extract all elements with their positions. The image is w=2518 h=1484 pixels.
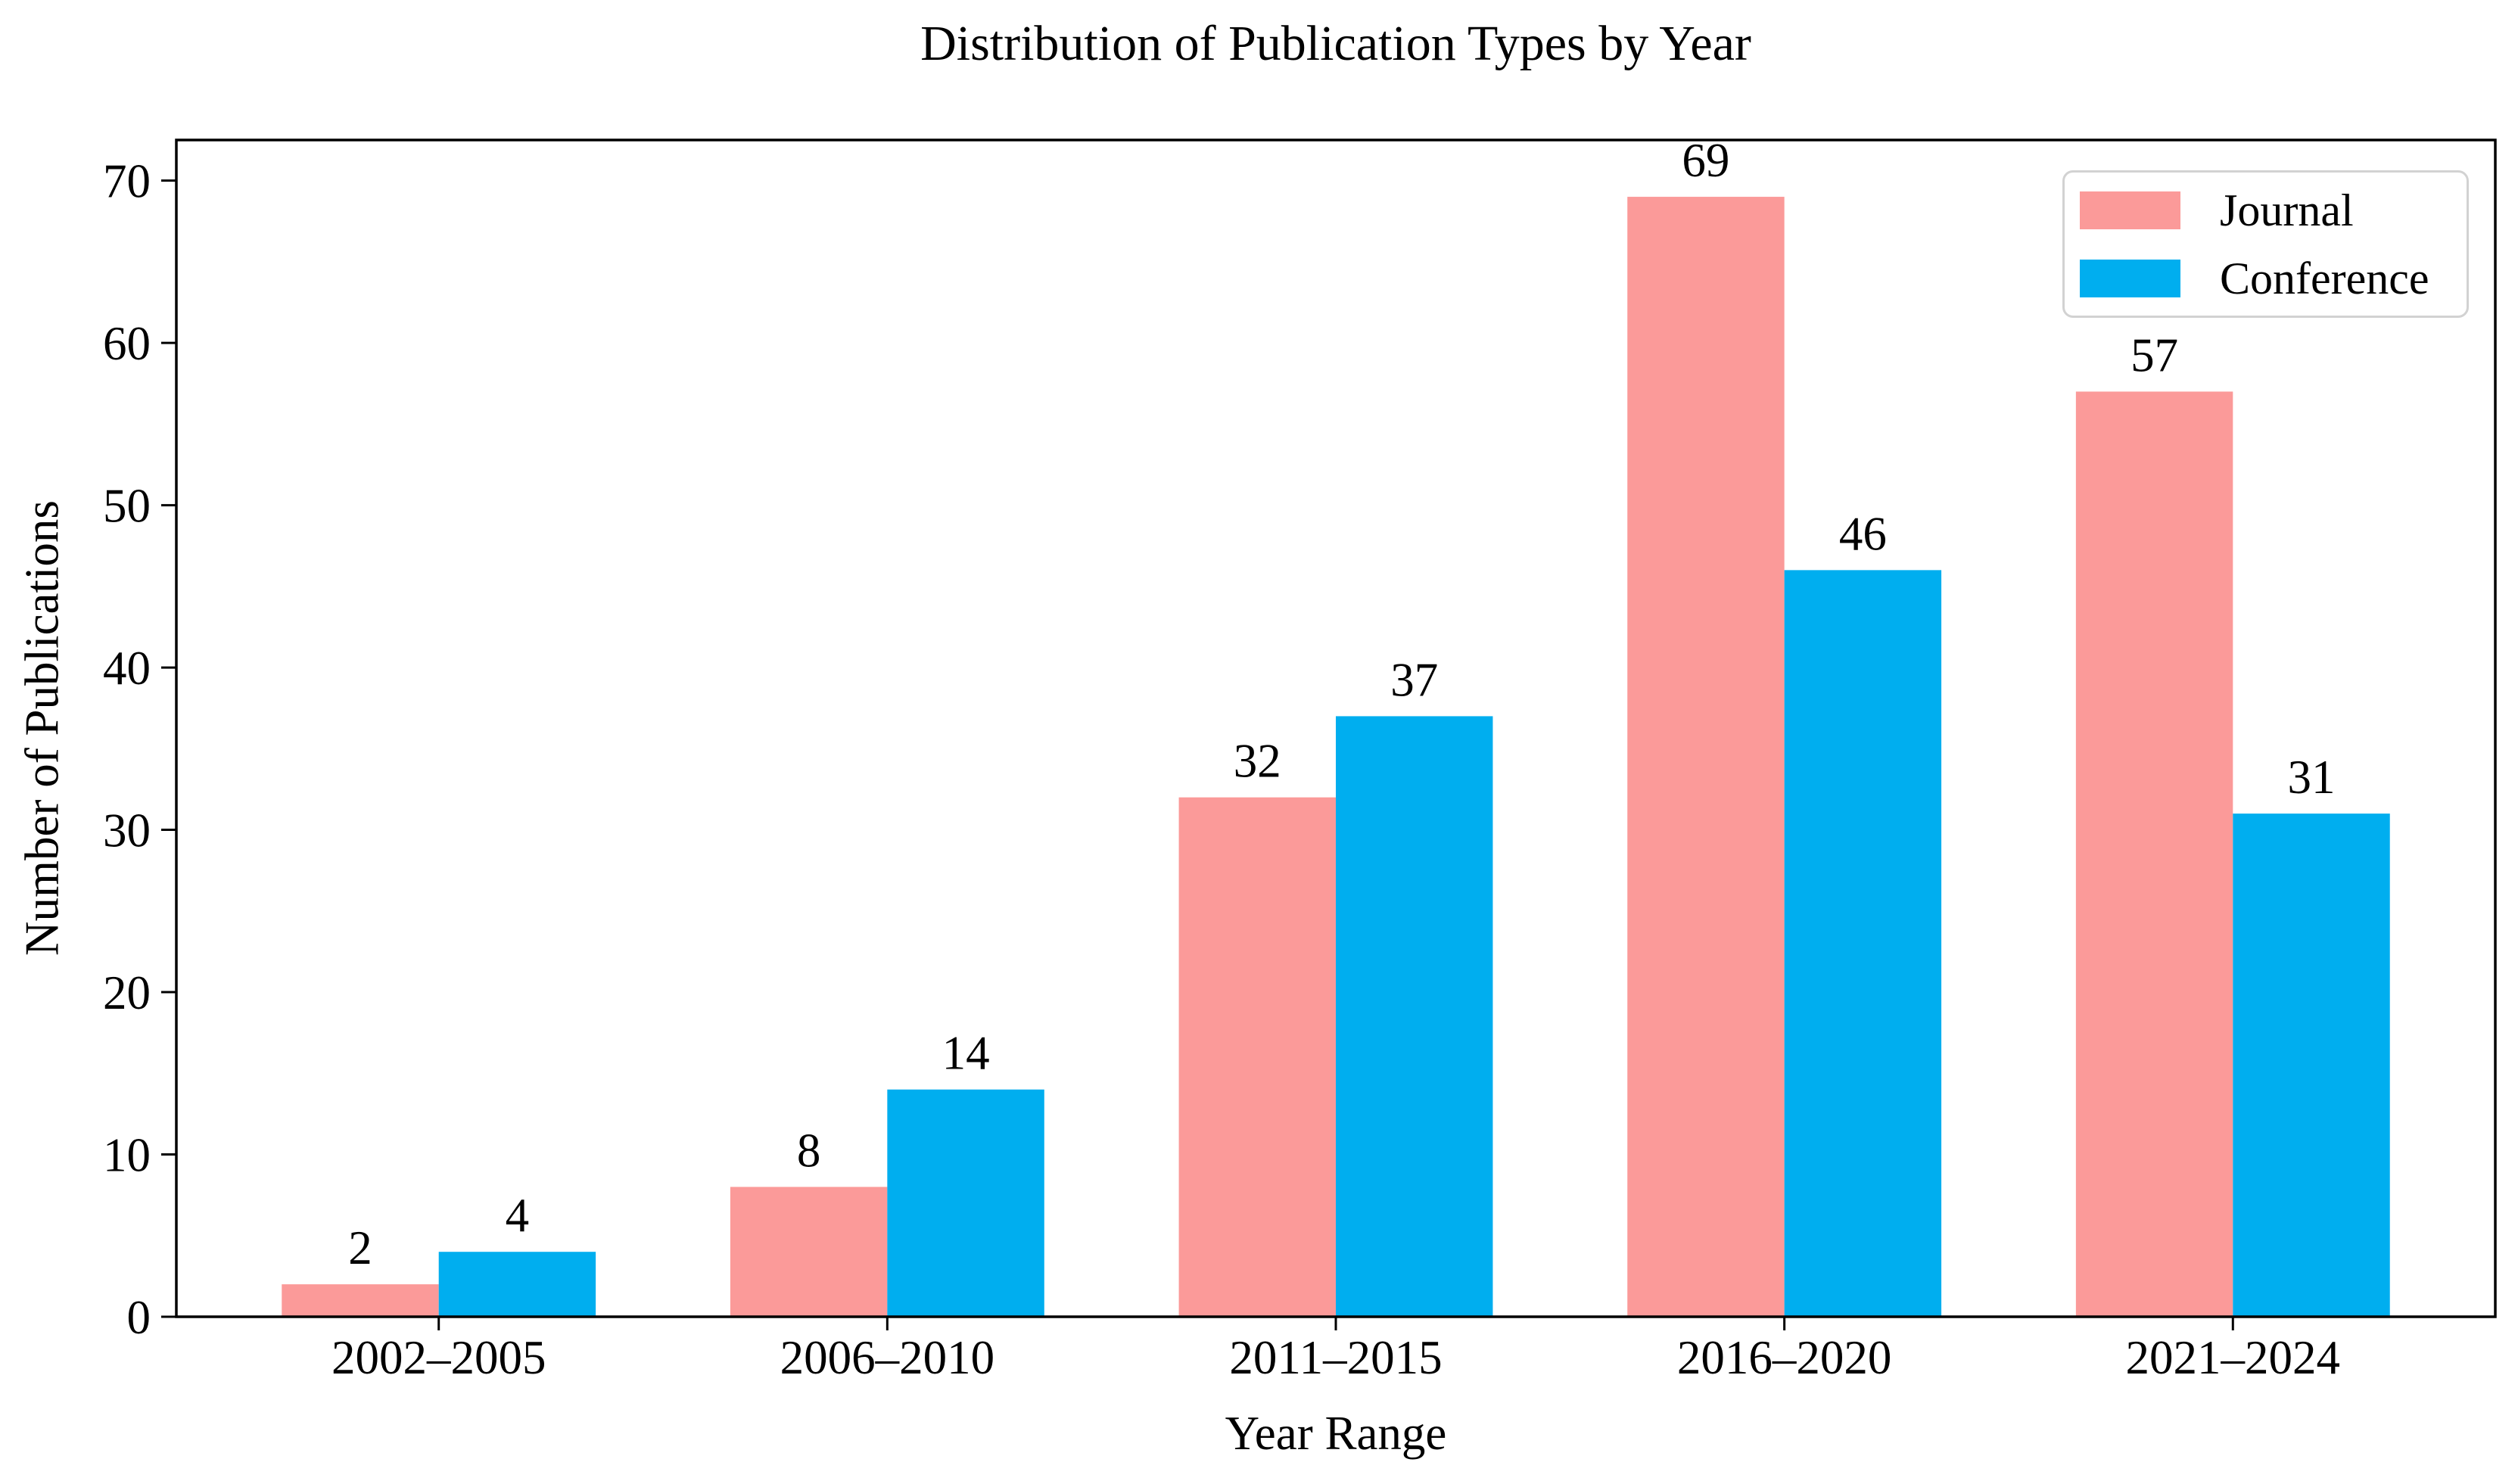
bar-journal-4 — [1627, 197, 1785, 1317]
bar-value-label: 4 — [506, 1189, 530, 1242]
journal-color-swatch — [2080, 191, 2180, 229]
bar-journal-2 — [730, 1187, 888, 1317]
plot-frame — [175, 138, 2497, 1318]
bar-conference-4 — [1784, 570, 1942, 1317]
x-axis-tick-label: 2011–2015 — [1229, 1331, 1442, 1384]
bar-journal-5 — [2075, 391, 2233, 1318]
bar-value-label: 31 — [2288, 751, 2336, 804]
x-axis-tick-label: 2016–2020 — [1677, 1331, 1892, 1384]
bar-value-label: 37 — [1390, 653, 1438, 706]
bar-conference-2 — [887, 1089, 1044, 1317]
bar-value-label: 8 — [797, 1124, 821, 1177]
bar-journal-1 — [282, 1284, 439, 1317]
bar-journal-3 — [1178, 797, 1336, 1317]
y-axis-tick-label: 40 — [103, 642, 151, 695]
y-axis-tick-label: 0 — [127, 1291, 151, 1344]
legend-label-journal: Journal — [2220, 185, 2354, 235]
conference-color-swatch — [2080, 259, 2180, 297]
y-axis-title: Number of Publications — [15, 500, 69, 956]
bar-conference-1 — [438, 1252, 596, 1317]
x-axis-title: Year Range — [1225, 1407, 1447, 1460]
y-axis-tick-label: 10 — [103, 1129, 151, 1182]
legend-label-conference: Conference — [2220, 253, 2429, 303]
bar-conference-5 — [2233, 814, 2390, 1317]
legend: Journal Conference — [2062, 170, 2469, 318]
bar-value-label: 69 — [1682, 134, 1729, 187]
y-axis-tick-label: 30 — [103, 804, 151, 857]
bar-value-label: 57 — [2130, 328, 2178, 381]
y-axis-tick-label: 20 — [103, 966, 151, 1019]
y-axis-tick-label: 50 — [103, 480, 151, 533]
bar-value-label: 46 — [1839, 507, 1887, 560]
x-axis-tick-label: 2002–2005 — [331, 1331, 546, 1384]
x-axis-tick-label: 2006–2010 — [780, 1331, 995, 1384]
bar-value-label: 2 — [348, 1221, 372, 1274]
legend-item-journal: Journal — [2080, 188, 2467, 233]
bar-value-label: 14 — [942, 1027, 990, 1080]
y-axis-tick-label: 60 — [103, 317, 151, 370]
bar-conference-3 — [1336, 716, 1493, 1317]
bar-value-label: 32 — [1234, 735, 1281, 788]
x-axis-tick-label: 2021–2024 — [2126, 1331, 2341, 1384]
y-axis-tick-label: 70 — [103, 155, 151, 208]
legend-item-conference: Conference — [2080, 256, 2467, 301]
chart-title: Distribution of Publication Types by Yea… — [920, 16, 1751, 71]
